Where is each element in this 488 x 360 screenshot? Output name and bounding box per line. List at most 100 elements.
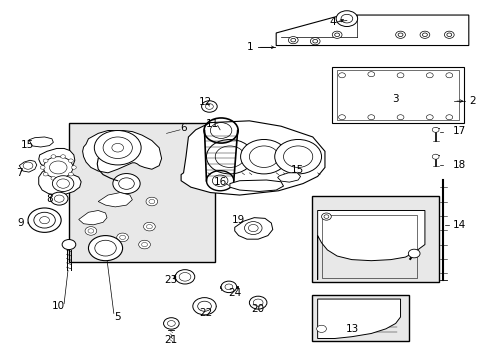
Circle shape [316, 325, 326, 332]
Circle shape [113, 174, 140, 194]
Circle shape [338, 73, 345, 78]
Polygon shape [29, 137, 53, 147]
Circle shape [407, 249, 419, 258]
Circle shape [221, 281, 236, 293]
Circle shape [142, 242, 147, 247]
Text: 22: 22 [199, 309, 212, 318]
Circle shape [51, 176, 56, 180]
Circle shape [143, 222, 155, 231]
Text: 17: 17 [452, 126, 466, 135]
Circle shape [51, 155, 56, 158]
Circle shape [395, 31, 405, 39]
Circle shape [49, 161, 67, 174]
Circle shape [119, 178, 134, 189]
Text: 16: 16 [213, 177, 226, 187]
Circle shape [444, 31, 453, 39]
Circle shape [335, 11, 357, 27]
Circle shape [367, 115, 374, 120]
Bar [331, 67, 463, 123]
Text: 14: 14 [452, 220, 466, 230]
Circle shape [43, 172, 48, 176]
Circle shape [62, 239, 76, 249]
Circle shape [117, 233, 128, 242]
Circle shape [61, 176, 65, 180]
Circle shape [43, 157, 73, 178]
Circle shape [179, 273, 190, 281]
Circle shape [120, 235, 125, 239]
Circle shape [192, 298, 216, 315]
Circle shape [205, 104, 213, 109]
Polygon shape [229, 180, 283, 192]
Circle shape [312, 40, 317, 43]
Circle shape [426, 115, 432, 120]
Circle shape [197, 301, 211, 311]
Circle shape [85, 226, 97, 235]
Text: 1: 1 [246, 42, 253, 52]
Circle shape [338, 115, 345, 120]
Circle shape [40, 217, 49, 224]
Circle shape [215, 146, 244, 167]
Circle shape [103, 137, 132, 158]
Circle shape [445, 73, 452, 78]
Circle shape [248, 225, 258, 231]
Circle shape [249, 296, 266, 309]
Text: 5: 5 [114, 312, 121, 322]
Circle shape [290, 39, 295, 42]
Circle shape [310, 38, 320, 45]
Circle shape [274, 139, 321, 174]
Text: 7: 7 [16, 168, 22, 178]
Text: 12: 12 [199, 97, 212, 107]
Circle shape [201, 101, 217, 112]
Text: 20: 20 [251, 304, 264, 314]
Circle shape [334, 33, 339, 37]
Text: 2: 2 [468, 96, 474, 106]
Text: 4: 4 [328, 17, 335, 27]
Text: 15: 15 [290, 165, 303, 175]
Bar [311, 295, 408, 341]
Circle shape [321, 213, 330, 220]
Circle shape [422, 33, 427, 37]
Circle shape [94, 131, 141, 165]
Circle shape [57, 179, 69, 188]
Text: 9: 9 [18, 218, 24, 228]
Circle shape [28, 208, 61, 232]
Polygon shape [181, 121, 325, 195]
Polygon shape [82, 131, 161, 173]
Circle shape [367, 72, 374, 77]
Text: 18: 18 [452, 160, 466, 170]
Circle shape [331, 31, 341, 39]
Circle shape [240, 139, 287, 174]
Circle shape [446, 33, 451, 37]
Circle shape [71, 166, 76, 169]
Circle shape [426, 73, 432, 78]
Circle shape [163, 318, 179, 329]
Circle shape [397, 33, 402, 37]
Polygon shape [39, 148, 81, 195]
Text: 23: 23 [163, 275, 177, 285]
Circle shape [23, 162, 33, 169]
Circle shape [34, 212, 55, 228]
Bar [336, 70, 458, 120]
Circle shape [68, 172, 73, 176]
Circle shape [244, 222, 262, 234]
Circle shape [146, 197, 158, 206]
Polygon shape [317, 211, 424, 280]
Circle shape [139, 240, 150, 249]
Circle shape [431, 154, 438, 159]
Circle shape [224, 284, 232, 290]
Polygon shape [98, 193, 132, 207]
Circle shape [52, 176, 74, 192]
Circle shape [288, 37, 298, 44]
Circle shape [167, 320, 175, 326]
Text: 6: 6 [180, 123, 186, 133]
Text: 13: 13 [346, 324, 359, 334]
Polygon shape [317, 299, 400, 338]
Circle shape [40, 166, 45, 169]
Circle shape [445, 115, 452, 120]
Circle shape [95, 240, 116, 256]
Text: 19: 19 [231, 215, 245, 225]
Circle shape [112, 143, 123, 152]
Circle shape [43, 159, 48, 162]
Circle shape [206, 139, 253, 174]
Text: 10: 10 [52, 301, 65, 311]
